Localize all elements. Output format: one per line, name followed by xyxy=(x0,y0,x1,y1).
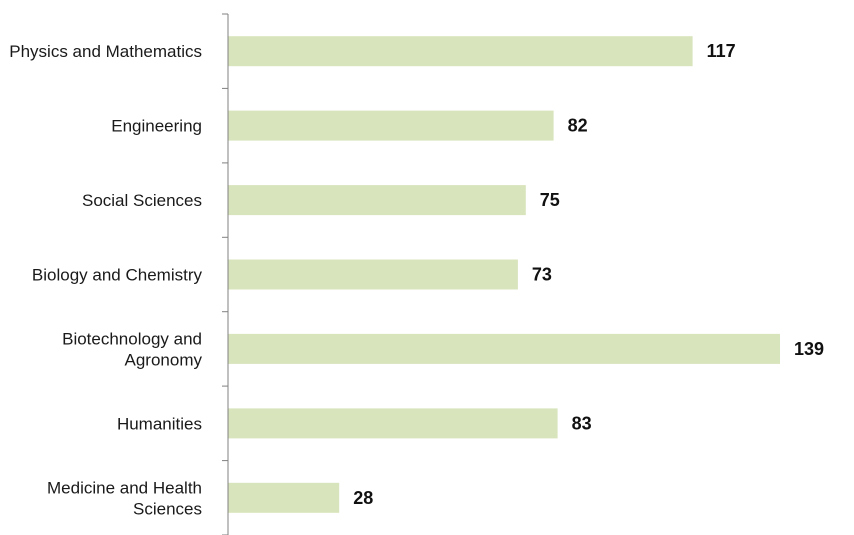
bars xyxy=(228,36,780,513)
category-label-line: Social Sciences xyxy=(82,191,202,210)
category-label-0: Physics and Mathematics xyxy=(9,42,202,61)
category-label-line: Physics and Mathematics xyxy=(9,42,202,61)
category-label-1: Engineering xyxy=(111,117,202,136)
bar-6 xyxy=(228,482,340,513)
category-label-6: Medicine and Health Sciences xyxy=(47,478,202,518)
value-label-1: 82 xyxy=(568,116,588,136)
y-axis xyxy=(222,13,229,535)
bar-4 xyxy=(228,333,780,364)
category-label-5: Humanities xyxy=(117,414,202,433)
value-label-3: 73 xyxy=(532,265,552,285)
category-label-3: Biology and Chemistry xyxy=(32,266,203,285)
bar-2 xyxy=(228,185,526,216)
category-label-line: Biotechnology and xyxy=(62,329,202,348)
category-label-line: Sciences xyxy=(133,499,202,518)
value-label-5: 83 xyxy=(572,413,592,433)
category-label-line: Humanities xyxy=(117,414,202,433)
category-label-line: Agronomy xyxy=(125,350,203,369)
value-labels: 117 82 75 73 139 83 28 xyxy=(353,41,824,508)
value-label-6: 28 xyxy=(353,488,373,508)
bar-5 xyxy=(228,408,558,439)
value-label-0: 117 xyxy=(707,41,736,61)
value-label-2: 75 xyxy=(540,190,560,210)
category-label-line: Engineering xyxy=(111,117,202,136)
value-label-4: 139 xyxy=(794,339,824,359)
category-label-4: Biotechnology and Agronomy xyxy=(62,329,202,369)
bar-0 xyxy=(228,36,693,67)
bar-1 xyxy=(228,110,554,141)
category-label-line: Biology and Chemistry xyxy=(32,266,203,285)
category-label-2: Social Sciences xyxy=(82,191,202,210)
category-labels: Physics and Mathematics Engineering Social… xyxy=(9,42,202,518)
category-label-line: Medicine and Health xyxy=(47,478,202,497)
bar-3 xyxy=(228,259,518,290)
